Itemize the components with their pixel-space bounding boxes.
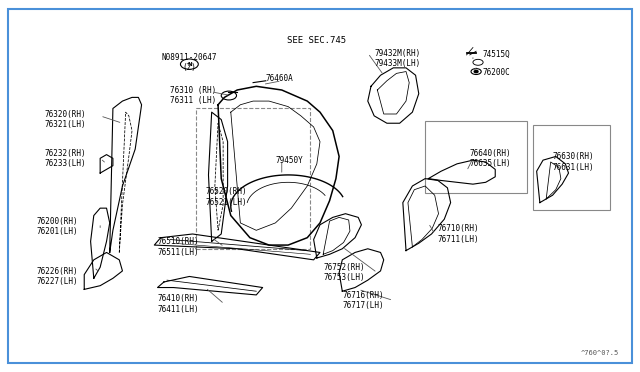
Text: 76716(RH)
76717(LH): 76716(RH) 76717(LH) [342, 291, 384, 310]
Text: 76640(RH)
76635(LH): 76640(RH) 76635(LH) [470, 148, 511, 168]
Text: 76520(RH)
76521(LH): 76520(RH) 76521(LH) [205, 187, 247, 207]
Text: 76226(RH)
76227(LH): 76226(RH) 76227(LH) [36, 267, 78, 286]
Text: 76752(RH)
76753(LH): 76752(RH) 76753(LH) [323, 263, 365, 282]
Bar [534, 125, 610, 210]
Text: 76200C: 76200C [483, 68, 510, 77]
Text: N08911-20647
(2): N08911-20647 (2) [162, 52, 217, 72]
Text: SEE SEC.745: SEE SEC.745 [287, 36, 346, 45]
Text: 76710(RH)
76711(LH): 76710(RH) 76711(LH) [438, 224, 479, 244]
Bar [196, 109, 310, 249]
Text: N: N [187, 62, 192, 67]
Text: 74515Q: 74515Q [483, 51, 510, 60]
Bar [425, 121, 527, 193]
Text: 76410(RH)
76411(LH): 76410(RH) 76411(LH) [157, 295, 199, 314]
Text: 79432M(RH)
79433M(LH): 79432M(RH) 79433M(LH) [374, 49, 420, 68]
Text: 76460A: 76460A [266, 74, 294, 83]
Text: 76630(RH)
76631(LH): 76630(RH) 76631(LH) [552, 152, 594, 172]
Text: 76510(RH)
76511(LH): 76510(RH) 76511(LH) [157, 237, 199, 257]
Text: 76200(RH)
76201(LH): 76200(RH) 76201(LH) [36, 217, 78, 236]
Circle shape [474, 70, 478, 73]
Text: 76320(RH)
76321(LH): 76320(RH) 76321(LH) [45, 110, 86, 129]
Text: ^760^0?.5: ^760^0?.5 [581, 350, 620, 356]
Text: 76310 (RH)
76311 (LH): 76310 (RH) 76311 (LH) [170, 86, 216, 105]
Text: 79450Y: 79450Y [275, 155, 303, 165]
Text: 76232(RH)
76233(LH): 76232(RH) 76233(LH) [45, 148, 86, 168]
